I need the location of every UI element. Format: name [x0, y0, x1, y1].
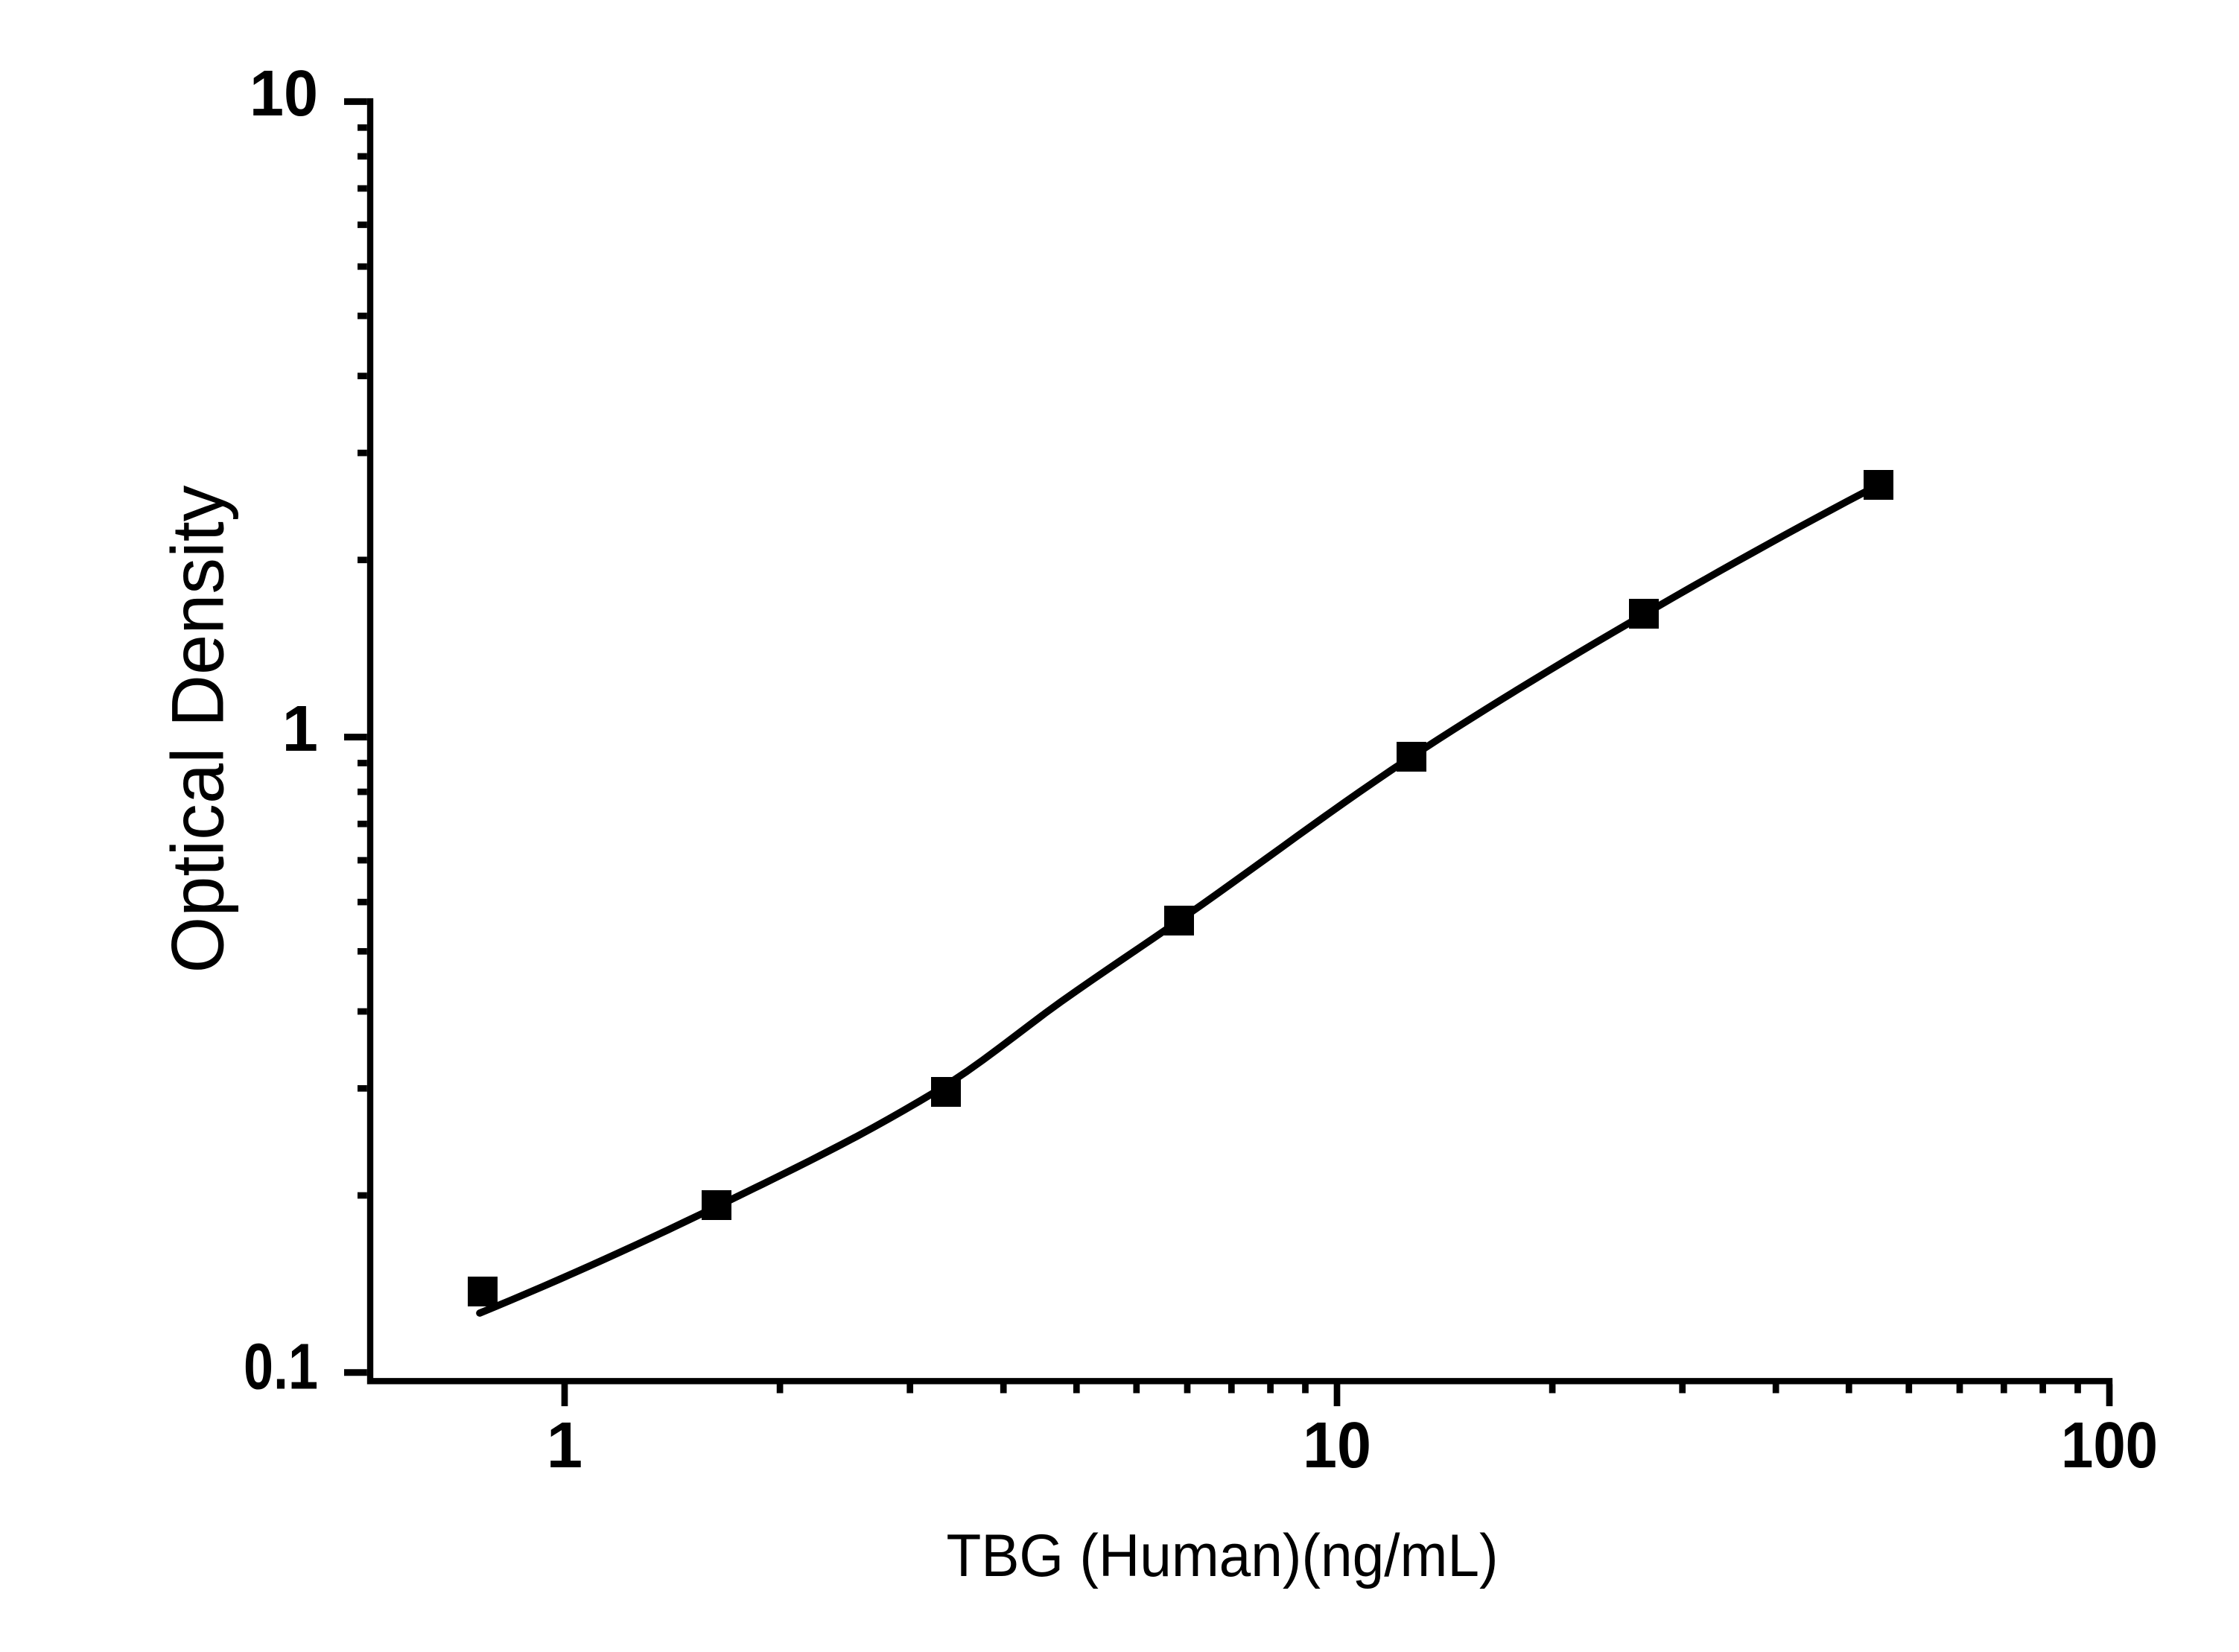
svg-text:0.1: 0.1: [244, 1330, 318, 1402]
svg-text:1: 1: [547, 1409, 582, 1481]
svg-text:10: 10: [250, 57, 318, 130]
svg-text:10: 10: [1303, 1409, 1371, 1481]
svg-text:1: 1: [282, 693, 318, 765]
svg-text:Optical Density: Optical Density: [156, 485, 239, 973]
svg-text:TBG (Human)(ng/mL): TBG (Human)(ng/mL): [947, 1522, 1499, 1589]
svg-text:100: 100: [2061, 1409, 2158, 1481]
